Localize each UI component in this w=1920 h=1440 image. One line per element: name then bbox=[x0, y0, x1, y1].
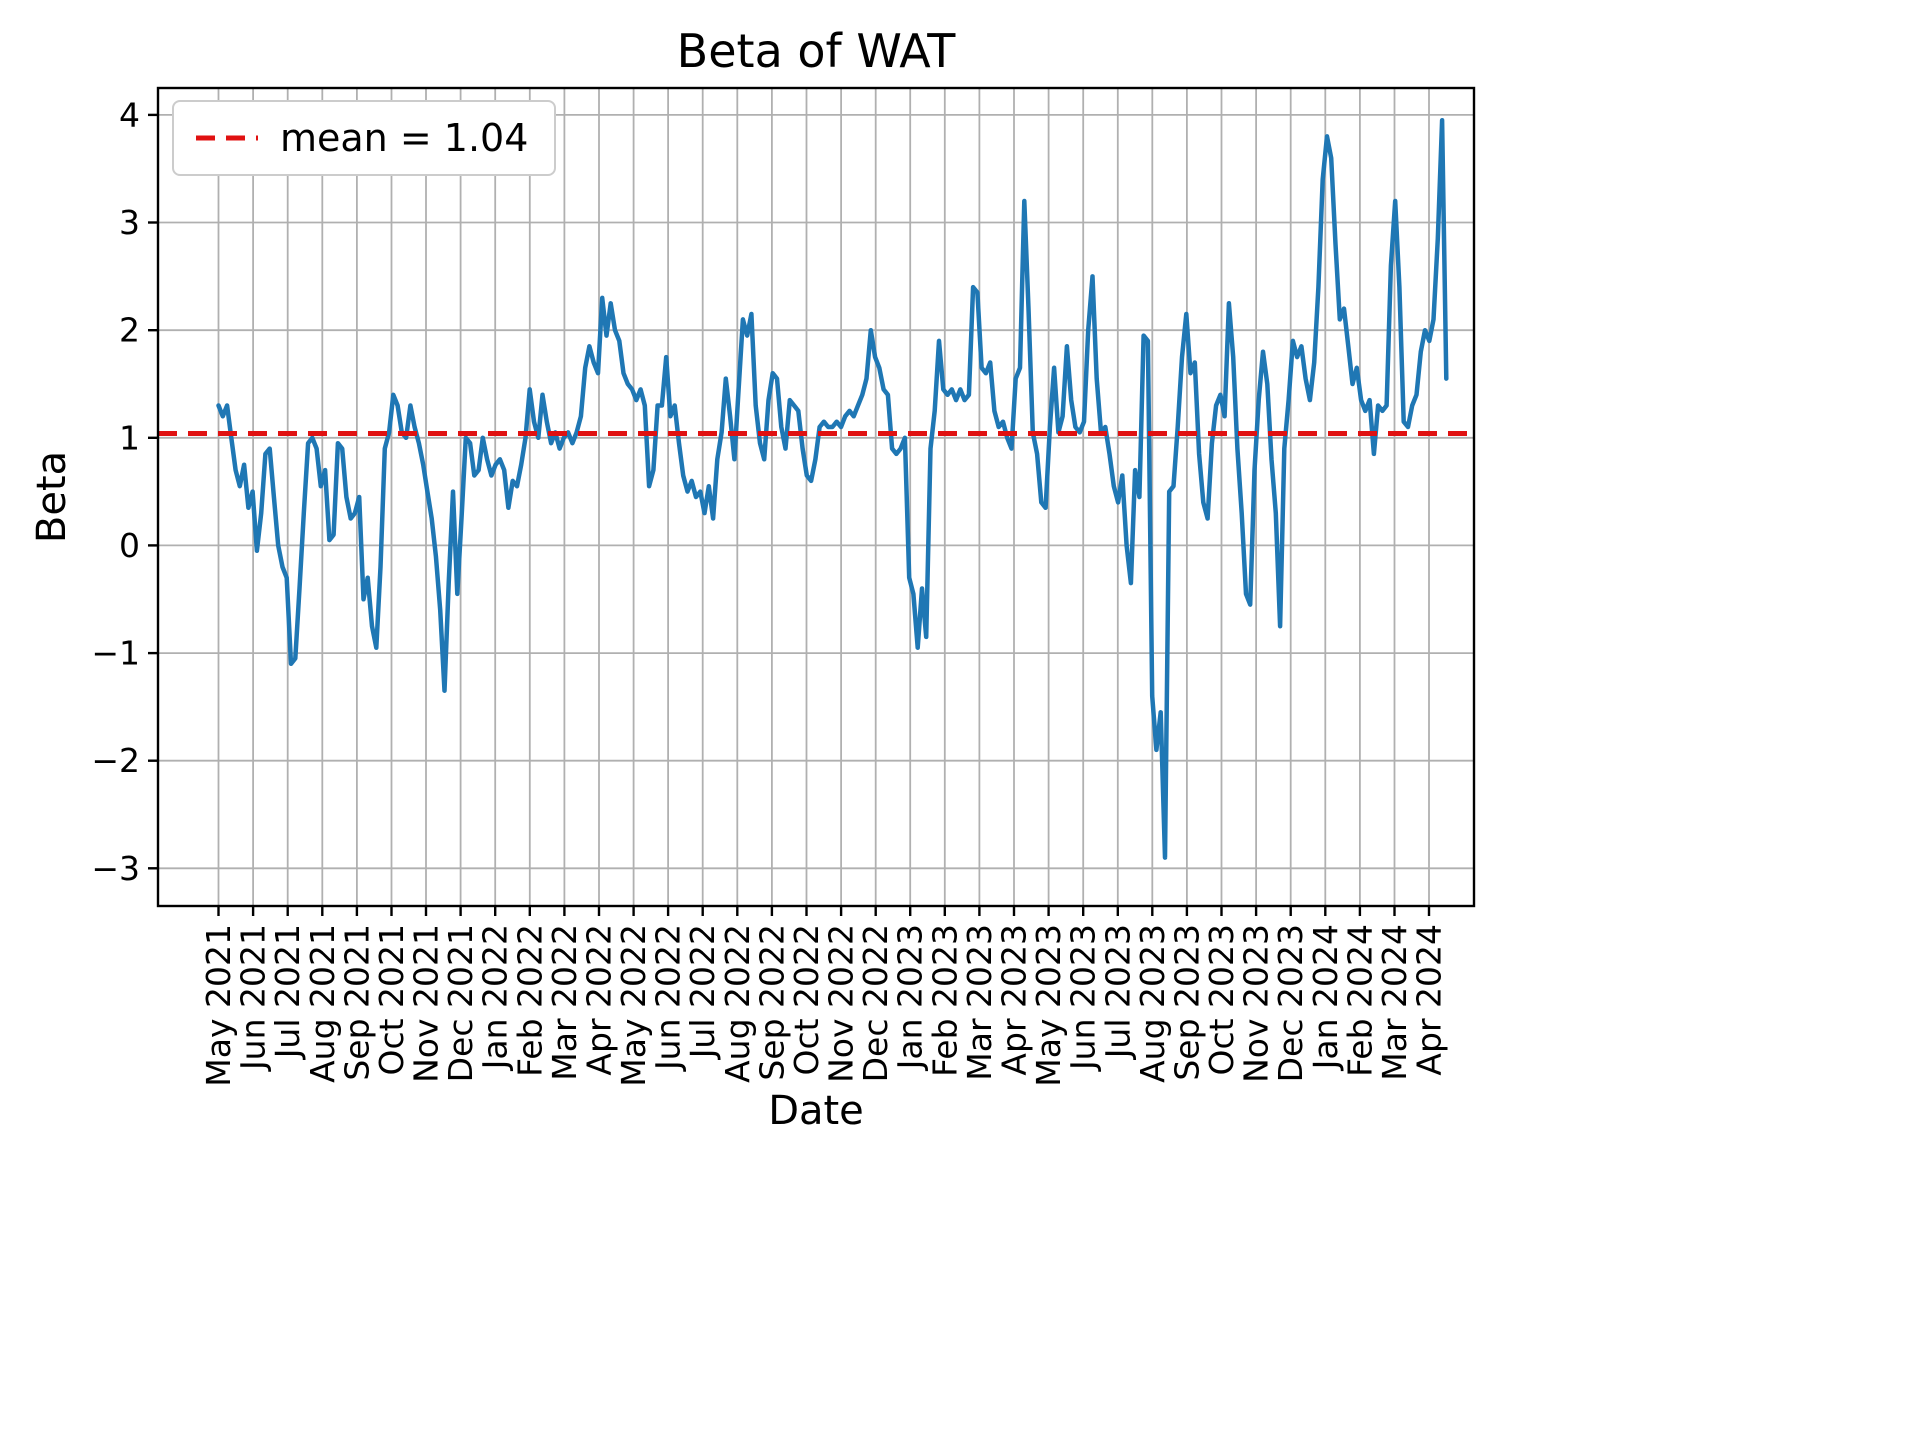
y-tick-label: 1 bbox=[119, 418, 140, 457]
y-tick-label: 4 bbox=[119, 95, 140, 134]
y-tick-label: 2 bbox=[119, 311, 140, 350]
x-tick-label: May 2021 bbox=[199, 924, 238, 1087]
x-tick-label: Jun 2023 bbox=[1064, 924, 1103, 1072]
x-tick-label: Nov 2021 bbox=[407, 924, 446, 1083]
x-tick-label: Jul 2022 bbox=[683, 924, 722, 1060]
x-tick-label: Jan 2022 bbox=[476, 924, 515, 1071]
legend-label: mean = 1.04 bbox=[280, 116, 529, 160]
x-tick-label: Jun 2021 bbox=[234, 924, 273, 1072]
x-tick-label: Feb 2024 bbox=[1340, 924, 1379, 1077]
x-axis-label: Date bbox=[768, 1088, 864, 1134]
x-tick-label: Oct 2022 bbox=[787, 924, 826, 1076]
x-tick-label: Apr 2022 bbox=[580, 924, 619, 1076]
x-tick-label: Aug 2022 bbox=[718, 924, 757, 1083]
x-tick-label: Apr 2023 bbox=[995, 924, 1034, 1076]
x-tick-label: Nov 2023 bbox=[1237, 924, 1276, 1083]
x-tick-label: Jun 2022 bbox=[649, 924, 688, 1072]
x-tick-label: Jan 2024 bbox=[1306, 924, 1345, 1071]
y-tick-label: −1 bbox=[91, 634, 140, 673]
plot-border bbox=[156, 86, 1476, 908]
legend: mean = 1.04 bbox=[172, 100, 557, 176]
x-tick-label: Sep 2023 bbox=[1167, 924, 1206, 1081]
x-tick-label: Mar 2024 bbox=[1375, 924, 1414, 1081]
y-tick-label: 3 bbox=[119, 203, 140, 242]
x-tick-label: Sep 2022 bbox=[752, 924, 791, 1081]
y-tick-label: −3 bbox=[91, 849, 140, 888]
x-tick-label: Apr 2024 bbox=[1410, 924, 1449, 1076]
x-tick-label: Dec 2023 bbox=[1271, 924, 1310, 1082]
x-tick-label: Dec 2022 bbox=[856, 924, 895, 1082]
x-tick-label: Jul 2021 bbox=[268, 924, 307, 1060]
x-tick-label: Feb 2022 bbox=[510, 924, 549, 1077]
x-tick-label: Aug 2021 bbox=[303, 924, 342, 1083]
x-tick-label: Sep 2021 bbox=[337, 924, 376, 1081]
chart-title: Beta of WAT bbox=[676, 24, 956, 78]
x-tick-label: Jul 2023 bbox=[1098, 924, 1137, 1060]
x-tick-label: Feb 2023 bbox=[925, 924, 964, 1077]
y-tick-label: 0 bbox=[119, 526, 140, 565]
x-tick-label: Jan 2023 bbox=[891, 924, 930, 1071]
x-tick-label: Nov 2022 bbox=[822, 924, 861, 1083]
x-tick-label: Aug 2023 bbox=[1133, 924, 1172, 1083]
x-tick-label: Dec 2021 bbox=[441, 924, 480, 1082]
y-axis-label: Beta bbox=[29, 450, 75, 544]
y-tick-label: −2 bbox=[91, 741, 140, 780]
beta-series-line bbox=[216, 118, 1449, 860]
x-tick-label: Mar 2023 bbox=[960, 924, 999, 1081]
x-tick-label: Oct 2021 bbox=[372, 924, 411, 1076]
x-tick-label: Oct 2023 bbox=[1202, 924, 1241, 1076]
legend-dash-icon bbox=[196, 135, 258, 141]
x-tick-label: May 2023 bbox=[1029, 924, 1068, 1087]
x-tick-label: Mar 2022 bbox=[545, 924, 584, 1081]
x-tick-label: May 2022 bbox=[614, 924, 653, 1087]
